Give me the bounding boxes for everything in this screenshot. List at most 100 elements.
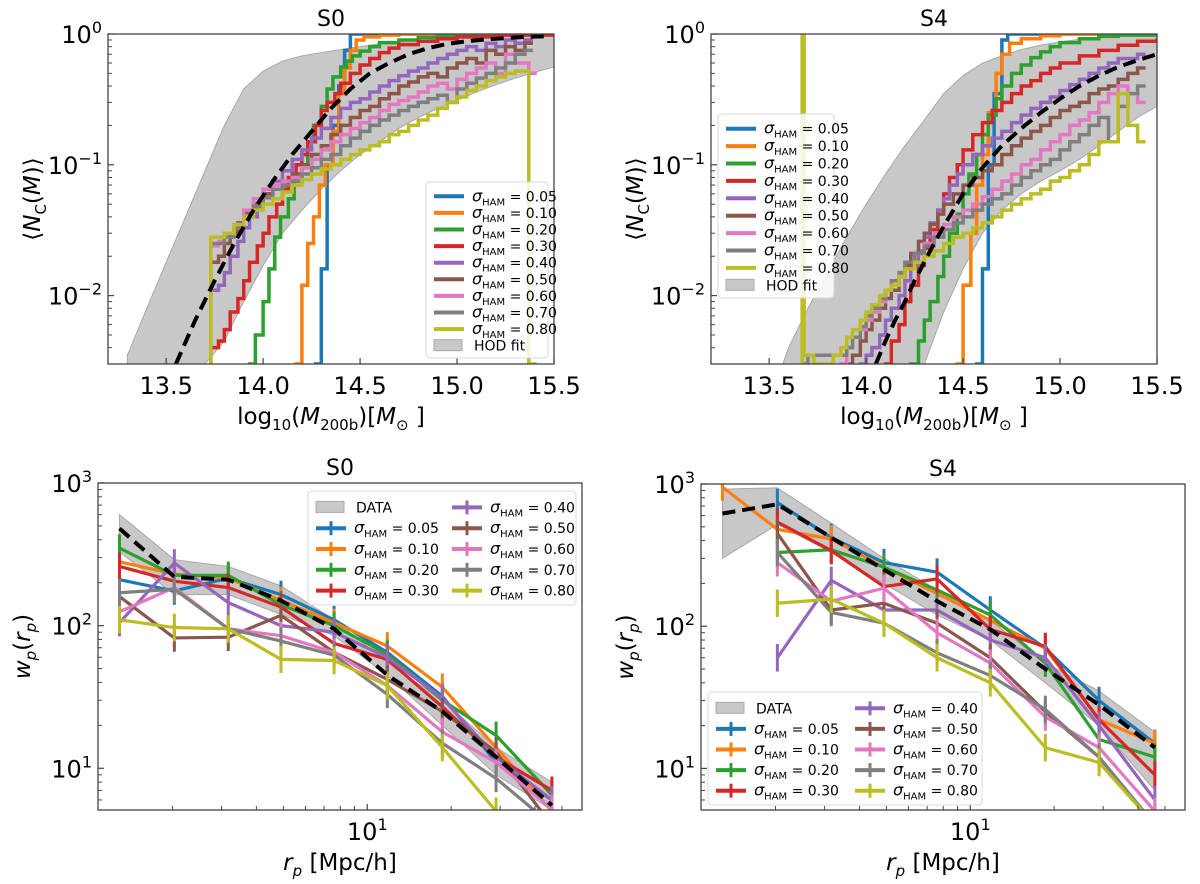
step-line <box>839 84 1146 364</box>
plot-area <box>126 34 554 364</box>
legend-label: σHAM = 0.60 <box>472 286 557 308</box>
legend-entry: σHAM = 0.70 <box>452 560 575 582</box>
x-tick-label: 101 <box>347 815 388 846</box>
legend-label: σHAM = 0.80 <box>764 258 849 280</box>
legend-frame <box>707 691 983 806</box>
legend-swatch-band <box>725 278 755 291</box>
legend-frame <box>307 490 577 606</box>
legend-label: σHAM = 0.30 <box>764 171 849 193</box>
y-tick-label: 101 <box>654 752 695 783</box>
legend-entry: σHAM = 0.20 <box>716 760 839 782</box>
series-sigma-0.40 <box>209 38 533 364</box>
legend-entry: σHAM = 0.50 <box>452 518 575 540</box>
legend-label: σHAM = 0.20 <box>472 220 557 242</box>
legend-label: σHAM = 0.60 <box>893 740 978 762</box>
x-tick-label: 14.5 <box>936 372 989 400</box>
series-sigma-0.60 <box>209 52 537 364</box>
y-axis-label: ⟨NC(M)⟩ <box>20 157 50 240</box>
legend-label: σHAM = 0.10 <box>754 740 839 762</box>
legend-label: σHAM = 0.05 <box>764 119 849 141</box>
series-sigma-0.60 <box>117 573 554 810</box>
legend-label: σHAM = 0.05 <box>472 186 557 208</box>
legend-entry: σHAM = 0.30 <box>716 781 839 803</box>
y-tick-label: 102 <box>654 610 695 641</box>
legend-entry: σHAM = 0.05 <box>316 518 439 540</box>
legend-label: σHAM = 0.05 <box>754 719 839 741</box>
x-tick-label: 15.5 <box>527 372 580 400</box>
series-line <box>776 520 1157 777</box>
y-tick-label: 10−1 <box>48 149 102 180</box>
fit-dashed-line <box>722 502 1157 750</box>
legend-entry: σHAM = 0.20 <box>434 220 557 242</box>
fit-dashed-line <box>118 526 554 807</box>
x-tick-label: 13.5 <box>139 372 192 400</box>
series-sigma-0.60 <box>839 84 1146 364</box>
legend-entry: σHAM = 0.05 <box>716 719 839 741</box>
step-line <box>209 69 537 364</box>
step-line <box>247 34 554 364</box>
series-sigma-0.30 <box>209 34 554 364</box>
x-tick-label: 15.0 <box>430 372 483 400</box>
chart-title: S4 <box>929 457 957 482</box>
x-axis-label: rp [Mpc/h] <box>886 850 1000 880</box>
legend-entry: DATA <box>715 701 792 717</box>
legend-label: σHAM = 0.30 <box>472 236 557 258</box>
legend-entry: σHAM = 0.50 <box>726 206 849 228</box>
legend-entry: σHAM = 0.50 <box>434 269 557 291</box>
x-tick-label: 14.5 <box>333 372 386 400</box>
legend-entry: σHAM = 0.20 <box>726 154 849 176</box>
y-tick-label: 10−2 <box>651 280 705 311</box>
legend-entry: σHAM = 0.50 <box>855 719 978 741</box>
step-line <box>858 52 1146 364</box>
legend-label: σHAM = 0.60 <box>764 223 849 245</box>
legend-label: σHAM = 0.10 <box>354 539 439 561</box>
legend-label: σHAM = 0.10 <box>472 203 557 225</box>
legend-label: σHAM = 0.80 <box>472 319 557 341</box>
legend-label: σHAM = 0.70 <box>893 760 978 782</box>
legend-entry: σHAM = 0.80 <box>452 581 575 603</box>
legend-label: σHAM = 0.70 <box>490 560 575 582</box>
legend-entry: σHAM = 0.30 <box>316 581 439 603</box>
legend-entry: σHAM = 0.05 <box>726 119 849 141</box>
step-line <box>209 38 533 364</box>
fit-dashed-line <box>873 52 1157 364</box>
x-tick-label: 15.5 <box>1130 372 1183 400</box>
band-hod-fit <box>126 34 554 364</box>
legend-entry: σHAM = 0.70 <box>726 241 849 263</box>
legend-entry: σHAM = 0.80 <box>855 781 978 803</box>
series-sigma-0.10 <box>294 34 554 364</box>
series-line <box>776 551 1145 810</box>
y-tick-label: 10−2 <box>48 280 102 311</box>
legend-entry: σHAM = 0.70 <box>434 303 557 325</box>
x-tick-label: 101 <box>950 815 991 846</box>
legend-label: σHAM = 0.40 <box>472 253 557 275</box>
series-sigma-0.80 <box>775 585 1144 810</box>
chart-title: S0 <box>326 456 354 481</box>
legend-entry: σHAM = 0.40 <box>452 497 575 519</box>
panel-wp_s4: S4 101 101 102 103 rp [Mpc/h] wp(rp) DATA σHAM =… <box>613 457 1186 880</box>
legend-label: σHAM = 0.40 <box>764 188 849 210</box>
x-tick-label: 14.0 <box>839 372 892 400</box>
series-line <box>776 561 1156 810</box>
legend-entry: HOD fit <box>725 278 818 294</box>
legend-entry: HOD fit <box>433 339 526 355</box>
step-line <box>908 34 1157 364</box>
chart-title: S0 <box>317 7 345 32</box>
y-tick-label: 103 <box>654 468 695 499</box>
step-line <box>800 34 1146 364</box>
x-axis-label: log10(M200b)[M⊙ ] <box>237 404 425 434</box>
series-sigma-0.80 <box>117 605 498 810</box>
chart-title: S4 <box>920 7 948 32</box>
step-line <box>974 34 1157 364</box>
series-sigma-0.10 <box>955 34 1157 364</box>
axes-frame <box>710 33 1158 365</box>
x-tick-label: 13.5 <box>742 372 795 400</box>
y-axis-label: wp(rp) <box>613 614 643 679</box>
plot-area <box>782 34 1157 364</box>
step-line <box>209 34 554 364</box>
legend-label: HOD fit <box>474 339 526 355</box>
legend-entry: σHAM = 0.10 <box>434 203 557 225</box>
